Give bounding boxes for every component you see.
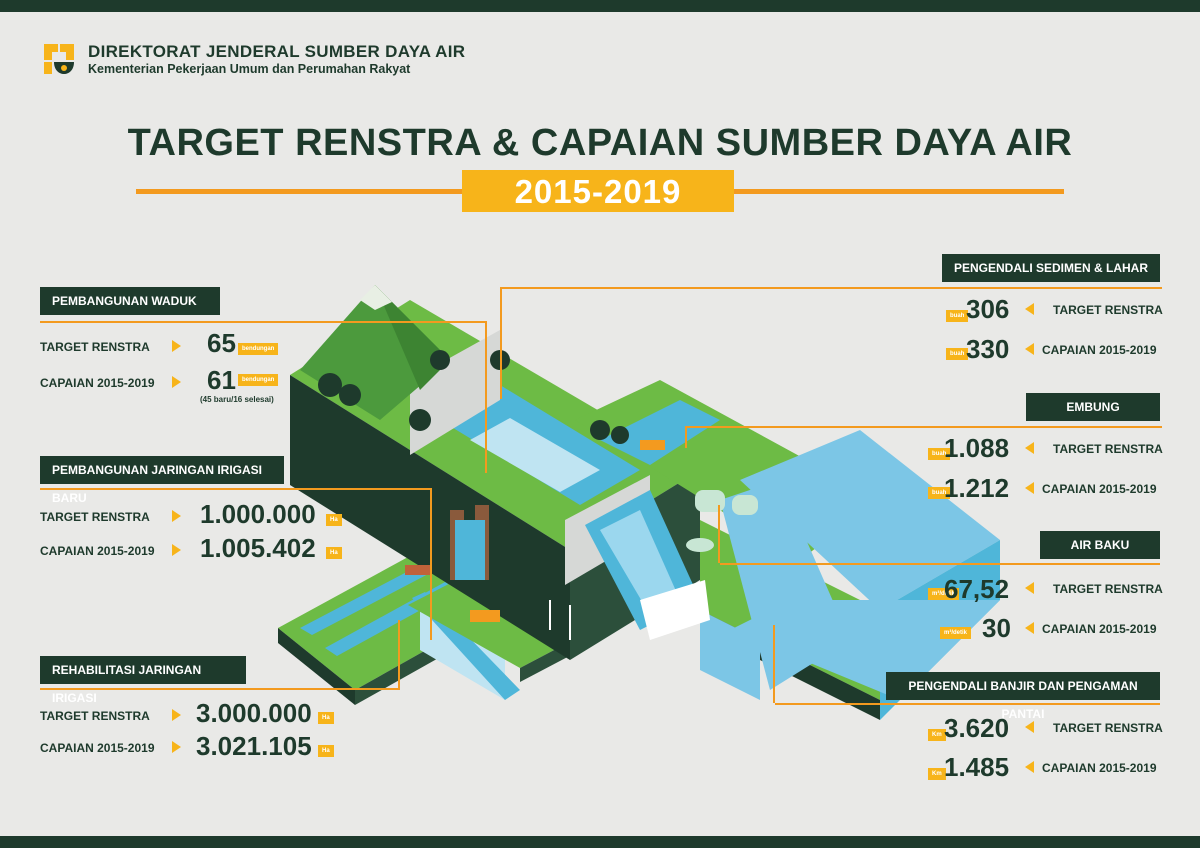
arrow-left-icon bbox=[1025, 442, 1034, 454]
arrow-left-icon bbox=[1025, 761, 1034, 773]
sedimen-capaian-value: 330 bbox=[966, 334, 1010, 364]
excavator bbox=[470, 610, 500, 622]
arrow-left-icon bbox=[1025, 482, 1034, 494]
waduk-capaian-unit: bendungan bbox=[238, 374, 279, 386]
air-baku-capaian-unit: m³/detik bbox=[940, 627, 972, 639]
waduk-capaian-value: 61 bbox=[207, 365, 236, 395]
banjir-capaian-unit: Km bbox=[928, 768, 946, 780]
irigasi-baru-target-value: 1.000.000 bbox=[200, 499, 316, 529]
sedimen-target-label: TARGET RENSTRA bbox=[1053, 303, 1163, 317]
dam-wall-upper bbox=[410, 330, 500, 455]
irigasi-baru-target-unit: Ha bbox=[326, 514, 342, 526]
top-bar bbox=[0, 0, 1200, 12]
arrow-left-icon bbox=[1025, 582, 1034, 594]
arrow-left-icon bbox=[1025, 343, 1034, 355]
banjir-capaian-value: 1.485 bbox=[944, 752, 1010, 782]
arrow-right-icon bbox=[172, 544, 181, 556]
pupr-logo bbox=[40, 40, 78, 78]
arrow-right-icon bbox=[172, 376, 181, 388]
arrow-right-icon bbox=[172, 709, 181, 721]
section-rehabilitasi-title: REHABILITASI JARINGAN IRIGASI bbox=[40, 656, 246, 705]
arrow-left-icon bbox=[1025, 622, 1034, 634]
section-irigasi-baru-title: PEMBANGUNAN JARINGAN IRIGASI BARU bbox=[40, 456, 284, 505]
reservoir-pond bbox=[600, 400, 720, 465]
section-waduk-title: PEMBANGUNAN WADUK bbox=[40, 287, 220, 315]
connector-irigasi-baru bbox=[40, 488, 432, 640]
lake-surface bbox=[740, 430, 1000, 610]
canal-1 bbox=[300, 565, 432, 635]
section-banjir-title: PENGENDALI BANJIR DAN PENGAMAN PANTAI bbox=[886, 672, 1160, 721]
connector-rehabilitasi bbox=[40, 688, 400, 690]
banjir-target-unit: Km bbox=[928, 729, 946, 741]
waduk-target-unit: bendungan bbox=[238, 343, 279, 355]
org-subtitle: Kementerian Pekerjaan Umum dan Perumahan… bbox=[88, 62, 411, 76]
embung-target-unit: buah bbox=[928, 448, 951, 460]
rehabilitasi-target-value: 3.000.000 bbox=[196, 698, 312, 728]
connector-banjir bbox=[775, 703, 1160, 705]
waduk-target-value: 65 bbox=[207, 328, 236, 358]
embung-target-label: TARGET RENSTRA bbox=[1053, 442, 1163, 456]
embung-target-value: 1.088 bbox=[944, 433, 1010, 463]
bottom-bar bbox=[0, 836, 1200, 848]
sedimen-capaian-unit: buah bbox=[946, 348, 969, 360]
air-baku-capaian-label: CAPAIAN 2015-2019 bbox=[1042, 622, 1157, 636]
air-baku-target-label: TARGET RENSTRA bbox=[1053, 582, 1163, 596]
waduk-capaian-label: CAPAIAN 2015-2019 bbox=[40, 376, 155, 390]
embung-capaian-label: CAPAIAN 2015-2019 bbox=[1042, 482, 1157, 496]
arrow-right-icon bbox=[172, 741, 181, 753]
connector-air-baku bbox=[720, 563, 1160, 565]
arrow-right-icon bbox=[172, 340, 181, 352]
irigasi-baru-capaian-unit: Ha bbox=[326, 547, 342, 559]
connector-embung bbox=[685, 426, 1162, 448]
banjir-capaian-label: CAPAIAN 2015-2019 bbox=[1042, 761, 1157, 775]
water-tank-1 bbox=[695, 490, 725, 512]
sedimen-target-unit: buah bbox=[946, 310, 969, 322]
section-embung-title: EMBUNG bbox=[1026, 393, 1160, 421]
page-title: TARGET RENSTRA & CAPAIAN SUMBER DAYA AIR bbox=[127, 122, 1073, 164]
connector-sedimen bbox=[500, 287, 1162, 399]
arrow-left-icon bbox=[1025, 721, 1034, 733]
sedimen-capaian-label: CAPAIAN 2015-2019 bbox=[1042, 343, 1157, 357]
air-baku-capaian-value: 30 bbox=[982, 613, 1011, 643]
waduk-note: (45 baru/16 selesai) bbox=[200, 395, 274, 404]
air-baku-target-unit: m³/detik bbox=[928, 588, 960, 600]
rehabilitasi-target-label: TARGET RENSTRA bbox=[40, 709, 150, 723]
rehabilitasi-capaian-label: CAPAIAN 2015-2019 bbox=[40, 741, 155, 755]
banjir-target-value: 3.620 bbox=[944, 713, 1010, 743]
water-tank-2 bbox=[732, 495, 758, 515]
arrow-left-icon bbox=[1025, 303, 1034, 315]
section-sedimen-title: PENGENDALI SEDIMEN & LAHAR bbox=[942, 254, 1160, 282]
irigasi-baru-capaian-value: 1.005.402 bbox=[200, 533, 316, 563]
waduk-target-label: TARGET RENSTRA bbox=[40, 340, 150, 354]
embung-capaian-value: 1.212 bbox=[944, 473, 1010, 503]
sedimen-target-value: 306 bbox=[966, 294, 1010, 324]
rehabilitasi-capaian-unit: Ha bbox=[318, 745, 334, 757]
arrow-right-icon bbox=[172, 510, 181, 522]
connector-waduk bbox=[40, 321, 487, 473]
org-name: DIREKTORAT JENDERAL SUMBER DAYA AIR bbox=[88, 42, 466, 61]
irigasi-baru-target-label: TARGET RENSTRA bbox=[40, 510, 150, 524]
air-baku-target-value: 67,52 bbox=[944, 574, 1010, 604]
embung-capaian-unit: buah bbox=[928, 487, 951, 499]
banjir-target-label: TARGET RENSTRA bbox=[1053, 721, 1163, 735]
rehabilitasi-capaian-value: 3.021.105 bbox=[196, 731, 312, 761]
section-air-baku-title: AIR BAKU bbox=[1040, 531, 1160, 559]
rehabilitasi-target-unit: Ha bbox=[318, 712, 334, 724]
year-badge: 2015-2019 bbox=[462, 170, 734, 212]
irigasi-baru-capaian-label: CAPAIAN 2015-2019 bbox=[40, 544, 155, 558]
